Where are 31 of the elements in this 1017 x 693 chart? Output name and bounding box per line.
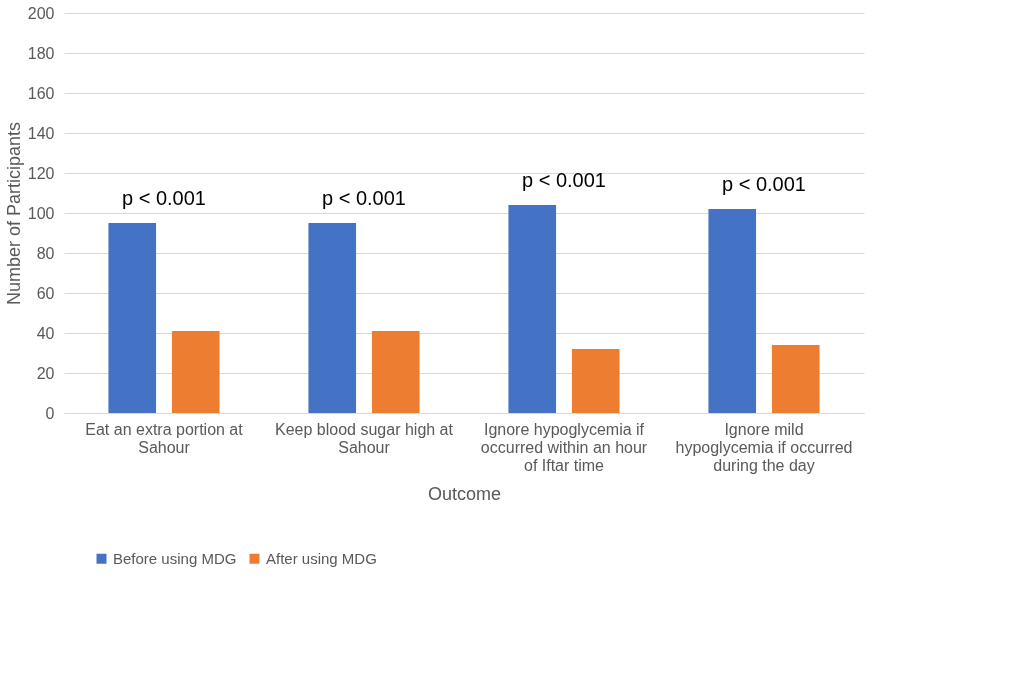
bar [108,223,157,413]
y-tick-label: 0 [45,404,55,422]
legend-label: Before using MDG [113,549,237,567]
x-tick-label: Eat an extra portion at Sahour [85,420,244,456]
bar [308,223,357,413]
y-tick-label: 80 [36,244,55,262]
bar [771,345,820,413]
y-tick-label: 20 [36,364,55,382]
annotation: p < 0.001 [522,169,606,191]
bar [171,331,220,413]
y-tick-label: 100 [27,204,55,222]
bar [371,331,420,413]
bar [571,349,620,413]
y-tick-label: 40 [36,324,55,342]
bar [708,209,757,413]
y-axis-title: Number of Participants [3,121,24,306]
annotation: p < 0.001 [322,187,406,209]
x-tick-label: Ignore mild hypoglycemia if occurred during the day [675,420,853,474]
x-tick-label: Ignore hypoglycemia if occurred within an hour of Iftar time [480,420,648,474]
y-tick-label: 140 [27,124,55,142]
y-tick-label: 180 [27,44,55,62]
x-tick-label: Keep blood sugar high at Sahour [275,420,454,456]
x-axis-title: Outcome [427,483,502,504]
y-tick-label: 160 [27,84,55,102]
y-tick-label: 200 [27,4,55,22]
annotation: p < 0.001 [722,173,806,195]
annotation: p < 0.001 [122,187,206,209]
legend-label: After using MDG [266,549,377,567]
y-tick-label: 60 [36,284,55,302]
y-tick-label: 120 [27,164,55,182]
bar [508,205,557,413]
